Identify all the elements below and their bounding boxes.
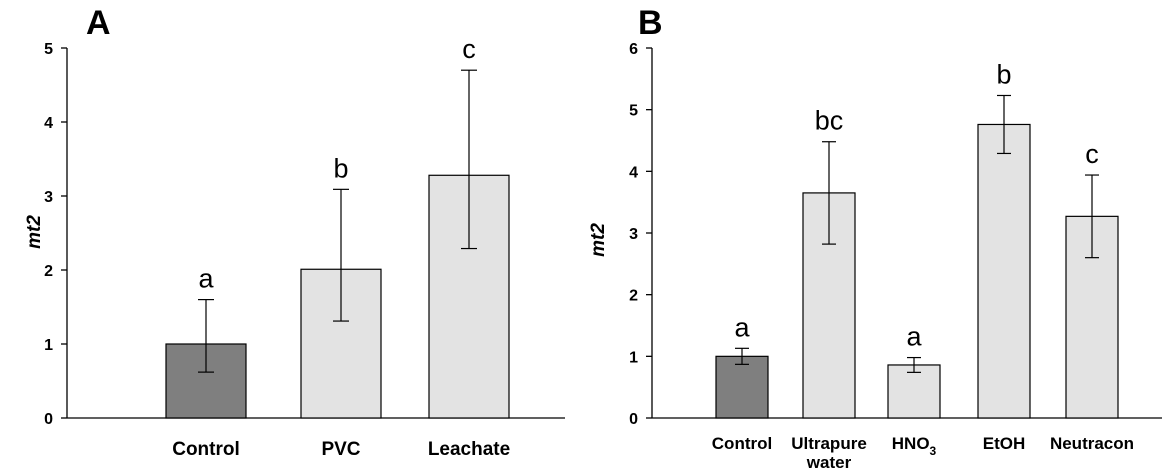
- panel-b-y-tick-label: 0: [629, 411, 638, 428]
- panel-b-bar: [715, 355, 769, 419]
- panel-b-y-tick-label: 3: [629, 226, 638, 243]
- panel-b-category-label-line2: water: [806, 453, 852, 472]
- panel-a-significance-label: b: [333, 153, 348, 183]
- panel-a-significance-label: a: [198, 264, 214, 294]
- panel-a-y-tick-label: 5: [44, 41, 53, 58]
- panel-a-letter: A: [86, 4, 111, 42]
- panel-a-y-tick-label: 0: [44, 411, 53, 428]
- panel-b-significance-label: a: [734, 312, 750, 342]
- panel-a-y-tick-label: 1: [44, 337, 53, 354]
- panel-b-significance-label: a: [906, 322, 922, 352]
- panel-b-category-label: EtOH: [983, 434, 1026, 453]
- panel-b-significance-label: bc: [815, 106, 844, 136]
- panel-b-y-tick-label: 6: [629, 41, 638, 58]
- panel-a-category-label: PVC: [321, 439, 360, 460]
- panel-b-y-tick-label: 5: [629, 103, 638, 120]
- panel-b-letter: B: [638, 4, 663, 42]
- panel-a-category-label: Control: [172, 439, 240, 460]
- panel-b-category-label: HNO3: [892, 434, 937, 458]
- panel-b-significance-label: c: [1085, 139, 1099, 169]
- panel-a-ylabel: mt2: [24, 215, 45, 249]
- panel-b-bar: [977, 123, 1031, 419]
- panel-b-y-tick-label: 2: [629, 288, 638, 305]
- panel-b-category-label: Ultrapure: [791, 434, 867, 453]
- panel-b-bar: [887, 364, 941, 419]
- panel-b-significance-label: b: [996, 59, 1011, 89]
- panel-a-category-label: Leachate: [428, 439, 510, 460]
- panel-a-y-tick-label: 3: [44, 189, 53, 206]
- chart-marks: 0 1 2 3 4 5 a Control b PVC c Leachate 0 1 2 3 4 5 6 a Contr…: [44, 34, 1162, 472]
- panel-a-y-tick-label: 4: [44, 115, 53, 132]
- panel-a-y-tick-label: 2: [44, 263, 53, 280]
- panel-b-y-tick-label: 4: [629, 164, 638, 181]
- panel-a-significance-label: c: [462, 34, 476, 64]
- panel-b-category-label: Control: [712, 434, 772, 453]
- panel-b-ylabel: mt2: [588, 223, 609, 257]
- panel-b-y-tick-label: 1: [629, 349, 638, 366]
- panel-b-category-label: Neutracon: [1050, 434, 1134, 453]
